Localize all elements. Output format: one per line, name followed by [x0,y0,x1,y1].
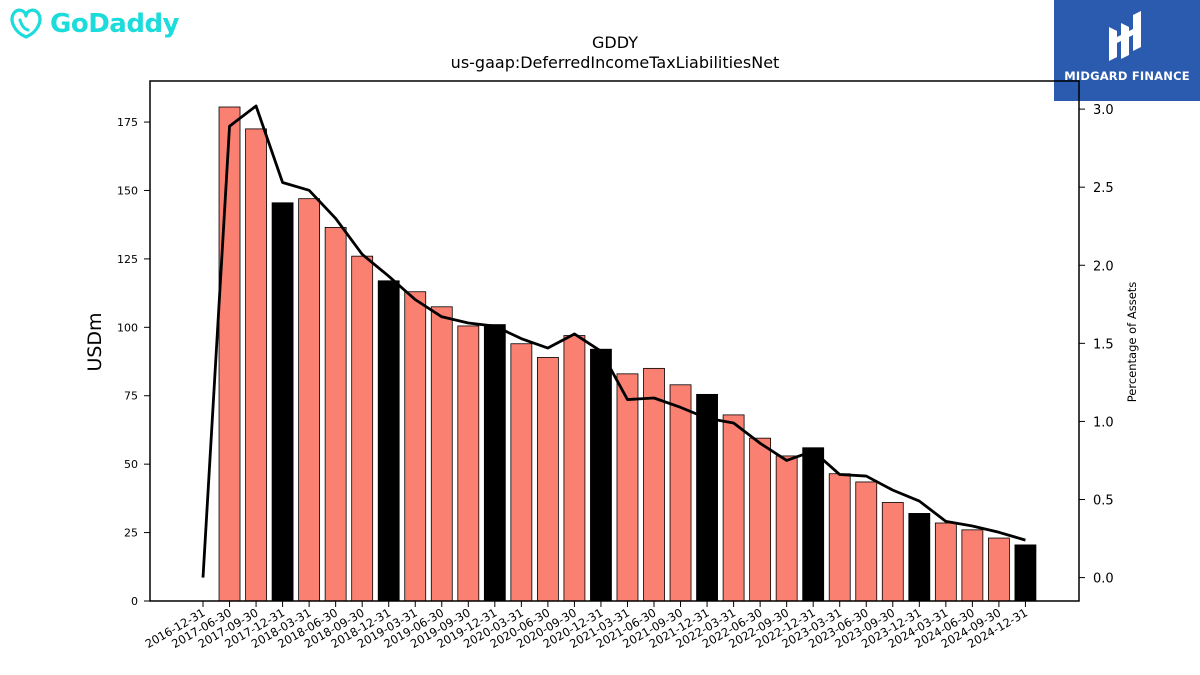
bar-2023-12-31 [908,513,931,602]
y-tick-label: 125 [117,253,138,266]
bar-2022-12-31 [802,447,825,602]
bar-2018-12-31 [377,280,400,602]
bar-2022-06-30 [749,437,772,602]
percentage-of-assets-line [201,104,1026,578]
line-group [201,104,1026,578]
bar-2018-09-30 [351,255,374,602]
bar-2024-06-30 [961,529,984,602]
bar-2023-03-31 [828,473,851,602]
y2-tick-label: 0.0 [1093,572,1114,587]
godaddy-mark-icon [10,8,42,39]
bar-2019-03-31 [404,291,427,602]
bar-2019-09-30 [457,325,480,602]
plot-frame [149,80,1080,602]
bar-2024-03-31 [934,522,957,602]
y-tick-label: 25 [124,527,138,540]
bar-2022-09-30 [775,455,798,602]
bar-2020-12-31 [590,348,612,602]
bar-2018-03-31 [298,198,321,602]
bar-2023-09-30 [881,502,904,602]
y-tick-label: 0 [131,595,138,608]
bar-2020-06-30 [536,357,559,602]
bar-2023-06-30 [855,481,878,602]
bar-2018-06-30 [324,227,347,602]
y-axis-label: USDm [84,312,106,371]
bar-2017-09-30 [245,128,267,602]
chart-title: GDDY [592,33,638,52]
y-tick-label: 175 [117,116,138,129]
bar-group [218,106,1037,602]
midgard-wordmark: MIDGARD FINANCE [1064,69,1190,83]
y2-tick-label: 1.0 [1093,415,1114,430]
bar-2020-03-31 [510,343,533,602]
bar-2017-06-30 [218,106,241,602]
bar-2024-12-31 [1014,544,1037,602]
y-tick-label: 150 [117,184,138,197]
bar-2020-09-30 [563,335,586,602]
bar-2021-12-31 [696,393,718,602]
y-tick-label: 75 [124,390,138,403]
y2-tick-label: 0.5 [1093,493,1114,508]
y2-tick-label: 3.0 [1093,103,1114,118]
y2-axis-label: Percentage of Assets [1125,282,1139,403]
bar-2019-12-31 [483,324,506,602]
y-tick-label: 100 [117,321,138,334]
y2-tick-label: 1.5 [1093,337,1114,352]
godaddy-logo: GoDaddy [6,4,180,44]
y2-tick-label: 2.0 [1093,259,1114,274]
chart-subtitle: us-gaap:DeferredIncomeTaxLiabilitiesNet [451,53,780,72]
bar-2021-09-30 [669,384,692,602]
bar-2022-03-31 [722,414,745,602]
godaddy-wordmark: GoDaddy [50,9,180,39]
y-tick-label: 50 [124,458,138,471]
bar-2017-12-31 [271,202,294,602]
bar-2019-06-30 [430,306,453,602]
bar-2021-06-30 [643,367,665,602]
bar-2021-03-31 [616,373,639,602]
midgard-mark-icon [1109,11,1141,61]
bar-2024-09-30 [988,537,1010,602]
y2-tick-label: 2.5 [1093,181,1114,196]
